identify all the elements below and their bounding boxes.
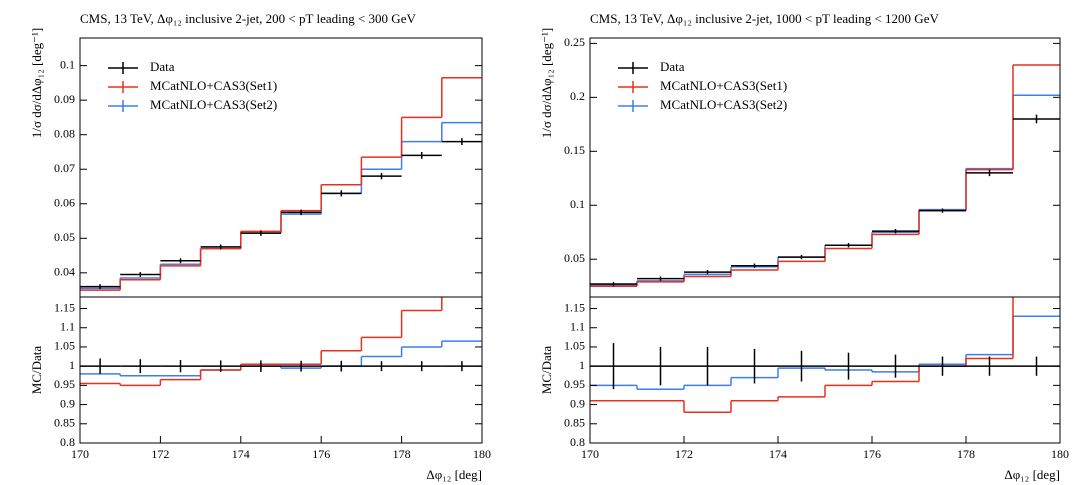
y-tick-label: 1.05 — [54, 339, 75, 353]
legend-label: Data — [660, 59, 685, 74]
x-tick-label: 170 — [581, 447, 599, 461]
y-tick-label: 1.1 — [570, 319, 585, 333]
y-tick-label: 0.85 — [564, 416, 585, 430]
x-tick-label: 174 — [232, 447, 250, 461]
legend-label: MCatNLO+CAS3(Set1) — [150, 78, 277, 93]
x-axis-label: Δφ₁₂ [deg] — [1004, 467, 1060, 482]
y-tick-label: 0.2 — [570, 89, 585, 103]
y-tick-label: 0.05 — [564, 251, 585, 265]
y-tick-label: 0.9 — [570, 396, 585, 410]
y-tick-label: 0.9 — [60, 396, 75, 410]
y-tick-label: 0.05 — [54, 230, 75, 244]
y-tick-label: 1.1 — [60, 319, 75, 333]
legend-label: MCatNLO+CAS3(Set2) — [660, 97, 787, 112]
y-tick-label: 0.8 — [60, 435, 75, 449]
y-tick-label: 0.95 — [54, 377, 75, 391]
y-tick-label: 0.06 — [54, 196, 75, 210]
x-tick-label: 180 — [473, 447, 491, 461]
plot-area — [80, 76, 482, 291]
chart-title: CMS, 13 TeV, Δφ₁₂ inclusive 2-jet, 200 <… — [80, 11, 416, 26]
y-axis-label: 1/σ dσ/dΔφ₁₂ [deg⁻¹] — [539, 28, 554, 138]
y-tick-label: 0.1 — [60, 57, 75, 71]
x-axis-label: Δφ₁₂ [deg] — [426, 467, 482, 482]
y-tick-label: 1.15 — [564, 300, 585, 314]
y-tick-label: 0.15 — [564, 143, 585, 157]
y-tick-label: 0.07 — [54, 161, 75, 175]
x-tick-label: 178 — [957, 447, 975, 461]
x-tick-label: 176 — [863, 447, 881, 461]
x-tick-label: 180 — [1051, 447, 1069, 461]
x-tick-label: 172 — [675, 447, 693, 461]
x-tick-label: 172 — [151, 447, 169, 461]
y-tick-label: 0.04 — [54, 265, 75, 279]
y-tick-label: 1.15 — [54, 300, 75, 314]
plot-area — [590, 297, 1060, 414]
y-tick-label: 1.05 — [564, 339, 585, 353]
legend-label: Data — [150, 59, 175, 74]
y-tick-label: 0.25 — [564, 35, 585, 49]
y-tick-label: 0.1 — [570, 197, 585, 211]
y-axis-label: 1/σ dσ/dΔφ₁₂ [deg⁻¹] — [29, 28, 44, 138]
y-tick-label: 0.85 — [54, 416, 75, 430]
plot-area — [590, 64, 1060, 287]
x-tick-label: 178 — [393, 447, 411, 461]
legend-label: MCatNLO+CAS3(Set2) — [150, 97, 277, 112]
y-tick-label: 0.95 — [564, 377, 585, 391]
y-tick-label: 1 — [579, 358, 585, 372]
axes-frame — [79, 37, 483, 298]
x-tick-label: 176 — [312, 447, 330, 461]
y-axis-label: MC/Data — [29, 346, 44, 395]
plot-area — [80, 297, 482, 387]
axes-frame — [79, 296, 483, 444]
legend-label: MCatNLO+CAS3(Set1) — [660, 78, 787, 93]
y-tick-label: 1 — [69, 358, 75, 372]
y-axis-label: MC/Data — [539, 346, 554, 395]
x-tick-label: 170 — [71, 447, 89, 461]
y-tick-label: 0.8 — [570, 435, 585, 449]
y-tick-label: 0.09 — [54, 92, 75, 106]
chart-title: CMS, 13 TeV, Δφ₁₂ inclusive 2-jet, 1000 … — [590, 11, 939, 26]
axes-frame — [589, 296, 1061, 444]
y-tick-label: 0.08 — [54, 126, 75, 140]
x-tick-label: 174 — [769, 447, 787, 461]
